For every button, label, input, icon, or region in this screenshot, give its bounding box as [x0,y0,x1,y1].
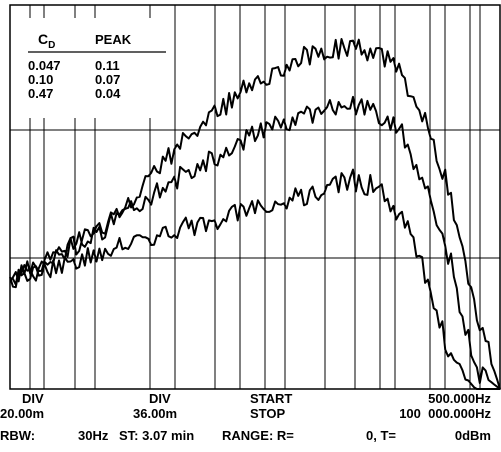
footer-r-value: 0, T= [366,428,396,443]
footer-rbw-value: 30Hz [78,428,109,443]
footer-start-frequency: 500.000Hz [428,391,491,406]
footer-div1-value: 20.00m [0,406,45,421]
legend-row-cd: 0.047 [28,58,61,73]
footer-stop-frequency: 100 000.000Hz [399,406,491,421]
footer-div2-value: 36.00m [133,406,178,421]
series-line-2 [9,95,501,390]
series-layer [9,38,501,390]
legend-cd-header: CD [38,31,55,51]
footer-div1-label: DIV [22,391,44,406]
footer-t-value: 0dBm [454,428,491,443]
footer-rbw-label: RBW: [0,428,36,443]
legend-row-peak: 0.04 [95,86,121,101]
series-line-3 [9,168,500,390]
legend-peak-header: PEAK [95,32,132,47]
footer-start-label: START [250,391,293,406]
legend-row-peak: 0.07 [95,72,120,87]
legend-row-cd: 0.10 [28,72,53,87]
legend-box [24,18,168,118]
footer-range-label: RANGE: R= [222,428,294,443]
footer-stop-label: STOP [250,406,286,421]
legend: CD PEAK 0.047 0.11 0.10 0.07 0.47 0.04 [24,18,168,118]
footer-sweep-time: ST: 3.07 min [119,428,195,443]
legend-row-cd: 0.47 [28,86,53,101]
footer-div2-label: DIV [149,391,171,406]
legend-row-peak: 0.11 [95,58,120,73]
